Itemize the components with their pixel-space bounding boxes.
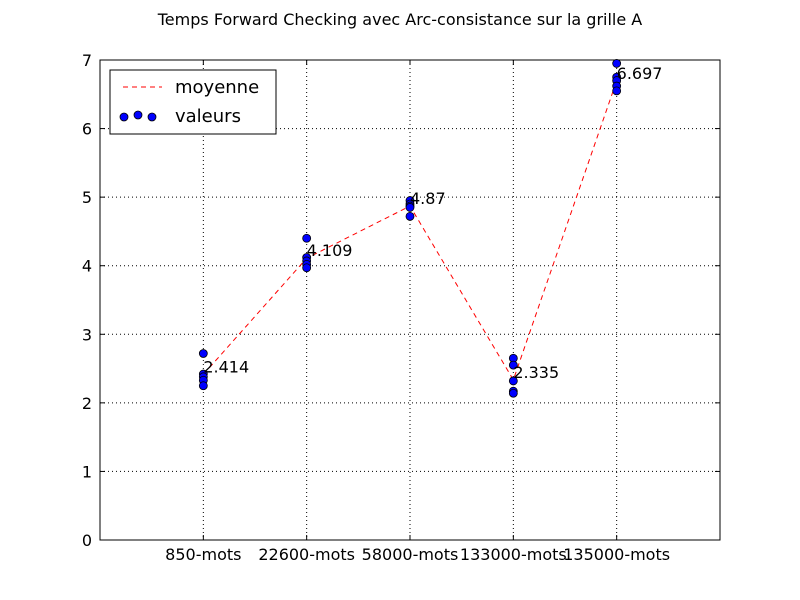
y-tick-label: 1 xyxy=(82,462,92,481)
y-tick-label: 4 xyxy=(82,257,92,276)
legend-label-valeurs: valeurs xyxy=(175,106,241,127)
legend-marker-swatch xyxy=(147,112,157,122)
data-point xyxy=(302,233,312,243)
x-tick-label: 58000-mots xyxy=(362,545,459,564)
value-annotation: 2.414 xyxy=(203,357,249,376)
data-point xyxy=(198,381,208,391)
data-point xyxy=(405,211,415,221)
x-tick-label: 22600-mots xyxy=(258,545,355,564)
data-point xyxy=(405,203,415,212)
x-tick-label: 850-mots xyxy=(165,545,241,564)
data-point xyxy=(302,263,312,273)
value-annotation: 2.335 xyxy=(513,363,559,382)
legend: moyenne valeurs xyxy=(109,69,277,135)
y-tick-label: 5 xyxy=(82,188,92,207)
data-point xyxy=(508,376,518,386)
legend-marker-swatch xyxy=(119,112,129,122)
chart-title: Temps Forward Checking avec Arc-consista… xyxy=(157,10,643,29)
plot-area: 0 1 2 3 4 5 6 7 850-mots 22600-mots 58000-mots 1330… xyxy=(82,51,721,564)
data-point xyxy=(198,349,208,358)
data-point xyxy=(612,59,622,68)
value-annotation: 4.109 xyxy=(307,241,353,260)
x-tick-label: 133000-mots xyxy=(460,545,567,564)
y-tick-label: 7 xyxy=(82,51,92,70)
y-tick-label: 6 xyxy=(82,120,92,139)
data-point xyxy=(508,360,518,370)
legend-marker-swatch xyxy=(133,110,143,120)
y-tick-label: 3 xyxy=(82,325,92,344)
data-point xyxy=(508,388,518,398)
legend-box xyxy=(109,69,277,135)
value-annotation: 4.87 xyxy=(410,189,446,208)
value-annotation: 6.697 xyxy=(617,64,663,83)
data-point xyxy=(612,86,622,96)
y-tick-label: 0 xyxy=(82,531,92,550)
legend-label-moyenne: moyenne xyxy=(175,77,259,98)
x-tick-label: 135000-mots xyxy=(563,545,670,564)
y-tick-label: 2 xyxy=(82,394,92,413)
